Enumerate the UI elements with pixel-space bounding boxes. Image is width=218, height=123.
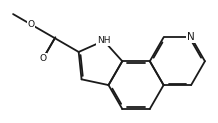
Text: O: O — [39, 54, 47, 63]
Text: N: N — [187, 32, 195, 42]
Text: O: O — [27, 20, 34, 29]
Text: NH: NH — [97, 36, 111, 45]
